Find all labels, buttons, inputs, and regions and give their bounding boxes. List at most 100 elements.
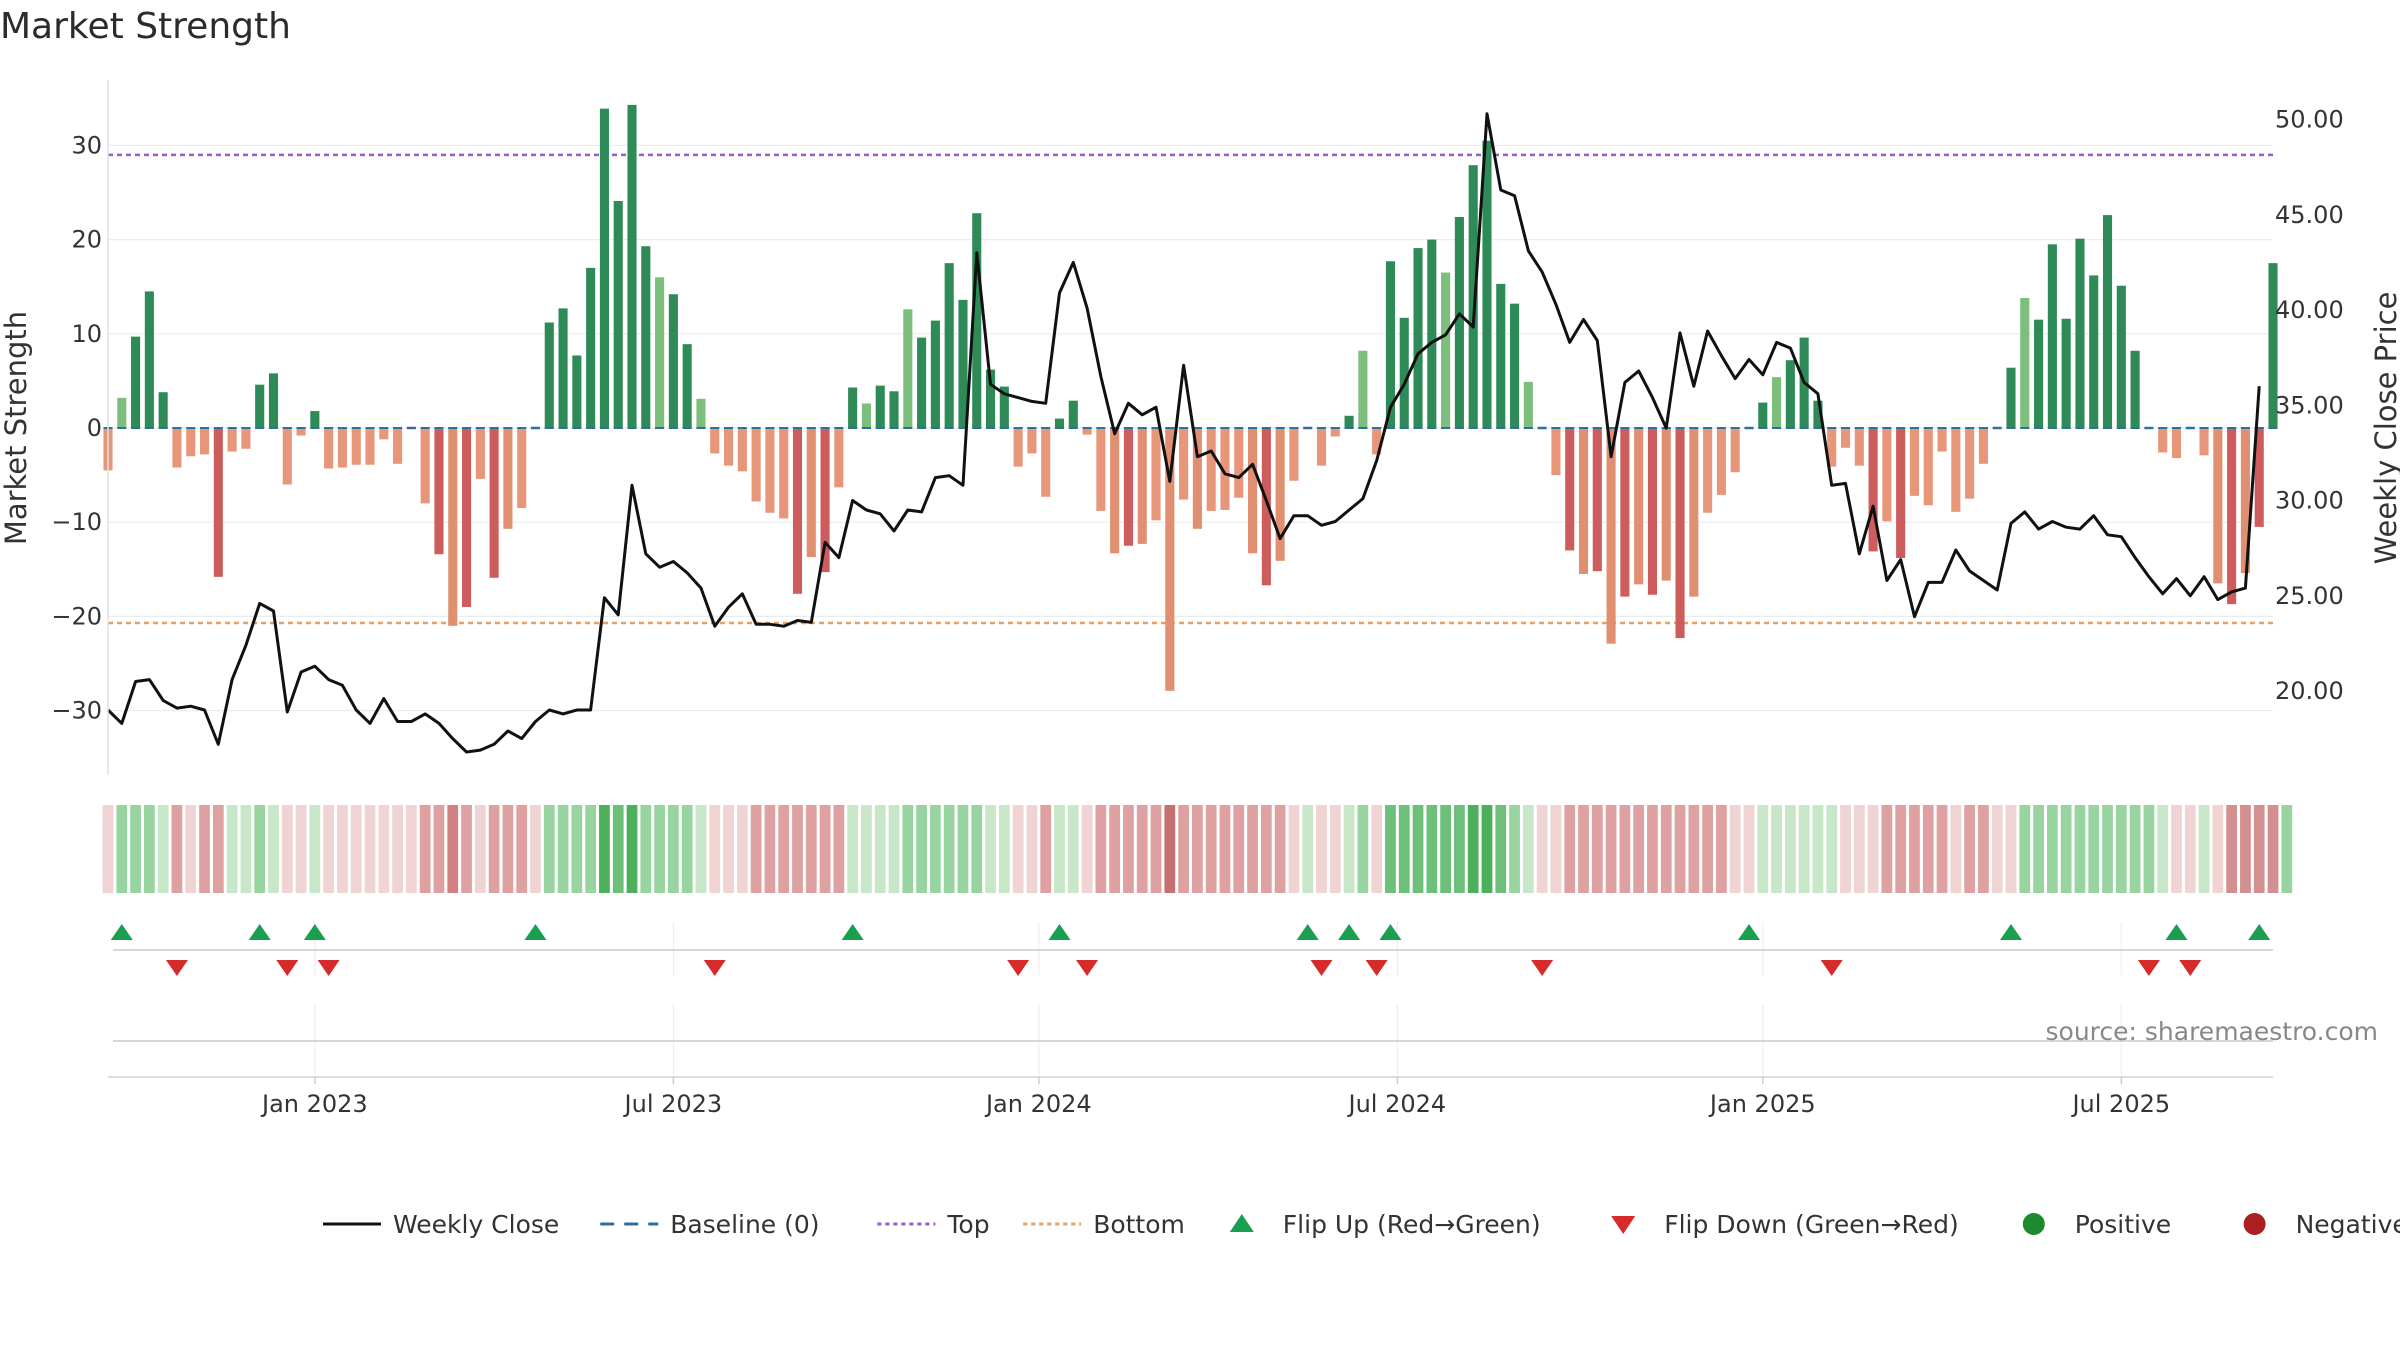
heat-cell	[1509, 805, 1520, 893]
grid-lines	[108, 144, 2273, 1075]
heat-cell	[1771, 805, 1782, 893]
heat-cell	[323, 805, 335, 893]
strength-bar	[324, 428, 334, 469]
heat-cell	[681, 805, 693, 893]
reference-lines	[108, 153, 2273, 625]
strength-bar	[1068, 400, 1078, 428]
flip-markers	[110, 924, 2273, 976]
strength-bar	[1978, 428, 1988, 464]
strength-bar	[1647, 428, 1658, 595]
strength-bar	[613, 200, 623, 428]
heat-cell	[2157, 805, 2169, 893]
strength-bar	[1234, 428, 1244, 498]
y2-tick-label: 40.00	[2275, 296, 2344, 324]
strength-bar	[1248, 428, 1258, 554]
heat-cell	[1784, 805, 1796, 893]
heat-cell	[1536, 805, 1548, 893]
strength-bar	[2254, 428, 2264, 527]
heat-cell	[268, 805, 279, 893]
strength-bar	[544, 322, 554, 428]
legend-item: Top	[877, 1210, 990, 1239]
strength-bar	[1110, 428, 1120, 554]
y2-tick-label: 35.00	[2275, 391, 2344, 419]
heat-cell	[1853, 805, 1865, 893]
strength-bar	[1965, 428, 1975, 499]
legend-label: Baseline (0)	[670, 1210, 819, 1239]
strength-bar	[365, 428, 375, 465]
legend-label: Flip Down (Green→Red)	[1664, 1210, 1959, 1239]
legend-label: Positive	[2075, 1210, 2171, 1239]
strength-bar	[517, 428, 527, 509]
heat-cell	[971, 805, 983, 893]
heat-cell	[1688, 805, 1700, 893]
heat-cell	[1081, 805, 1093, 893]
strength-bar	[1179, 428, 1189, 500]
y-tick-label: −20	[51, 602, 102, 630]
heat-cell	[1274, 805, 1286, 893]
strength-bar	[1827, 428, 1837, 467]
strength-bar	[1454, 216, 1464, 428]
heat-cell	[557, 805, 569, 893]
heat-cell	[1150, 805, 1162, 893]
heat-cell	[1578, 805, 1589, 893]
heat-cell	[1026, 805, 1038, 893]
strength-bar	[1192, 428, 1202, 529]
heat-cell	[1412, 805, 1424, 893]
strength-bar	[2158, 428, 2168, 453]
strength-bar	[1772, 377, 1782, 428]
flip-down-marker	[2179, 960, 2202, 976]
heat-cell	[1991, 805, 2003, 893]
strength-bar	[296, 428, 306, 436]
strength-bar	[1758, 402, 1768, 428]
heat-cell	[1564, 805, 1576, 893]
heat-cell	[695, 805, 707, 893]
heat-cell	[2060, 805, 2072, 893]
axes: 30 20 10 0 −10 −20 −30 50.00 45.00 40.00 35.00 30.0…	[0, 80, 2400, 775]
flip-up-marker	[248, 924, 271, 940]
heat-cell	[1716, 805, 1727, 893]
y-axis-label: Market Strength	[0, 311, 33, 545]
strength-bar	[586, 267, 596, 428]
strength-bar	[2116, 285, 2126, 428]
heat-cell	[1398, 805, 1410, 893]
strength-bar	[834, 428, 844, 488]
strength-bar	[2240, 428, 2250, 574]
x-tick-label: Jan 2025	[1708, 1090, 1816, 1118]
strength-bar	[144, 291, 154, 428]
strength-bar	[1261, 428, 1271, 586]
heat-cell	[1260, 805, 1272, 893]
heat-cell	[157, 805, 169, 893]
strength-bar	[765, 428, 775, 513]
heat-cell	[2143, 805, 2155, 893]
heat-cell	[502, 805, 514, 893]
strength-bar	[2047, 244, 2057, 428]
heat-cell	[861, 805, 872, 893]
strength-bar	[1496, 283, 1506, 428]
heat-cell	[668, 805, 679, 893]
strength-bar	[696, 398, 706, 428]
strength-bar	[158, 392, 168, 428]
y2-tick-label: 25.00	[2275, 582, 2344, 610]
heat-cell	[1136, 805, 1148, 893]
strength-bar	[448, 428, 458, 626]
legend-item: Flip Up (Red→Green)	[1229, 1210, 1541, 1239]
strength-bar	[848, 387, 858, 428]
y-tick-label: 0	[87, 414, 102, 442]
legend-item: Positive	[2022, 1210, 2171, 1239]
strength-bar	[972, 213, 982, 428]
strength-bar	[1909, 428, 1920, 496]
strength-bar	[199, 428, 210, 455]
heat-cell	[2240, 805, 2251, 893]
strength-bar	[1441, 272, 1451, 428]
heat-cell	[2088, 805, 2100, 893]
heat-cell	[185, 805, 197, 893]
heat-strip	[102, 805, 2293, 893]
strength-bar	[1868, 428, 1878, 552]
flip-up-marker	[524, 924, 547, 940]
heat-cell	[1178, 805, 1189, 893]
strength-bar	[503, 428, 513, 529]
heat-cell	[1054, 805, 1065, 893]
strength-bar	[751, 428, 761, 502]
heat-cell	[2212, 805, 2224, 893]
strength-bar	[710, 428, 720, 454]
